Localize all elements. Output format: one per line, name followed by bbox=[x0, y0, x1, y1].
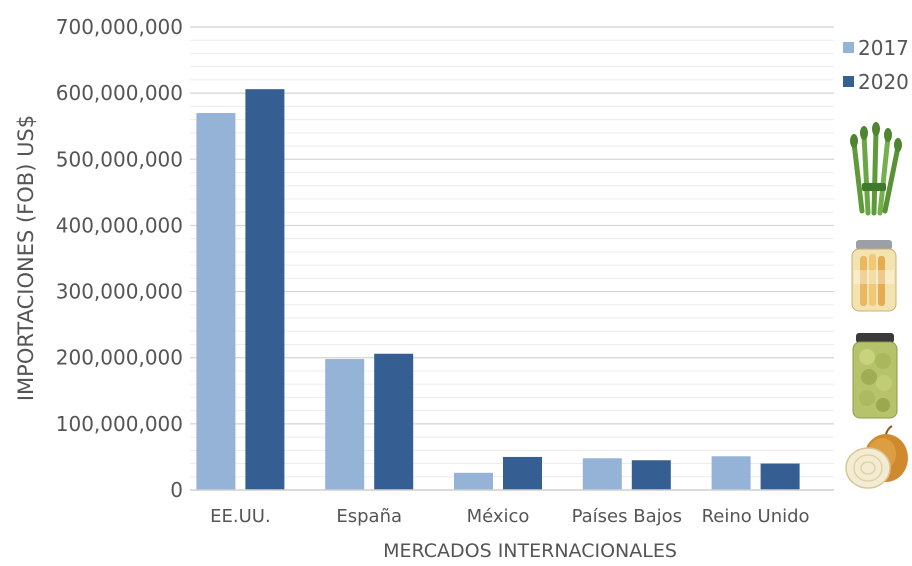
bar-2017 bbox=[582, 458, 622, 490]
y-tick-label: 200,000,000 bbox=[56, 346, 183, 370]
bars bbox=[196, 89, 800, 490]
bar-2020 bbox=[374, 353, 414, 490]
x-tick-label: México bbox=[467, 506, 530, 527]
bar-2017 bbox=[454, 472, 493, 490]
x-tick-label: Reino Unido bbox=[702, 506, 810, 527]
legend-label: 2020 bbox=[858, 70, 909, 94]
y-tick-label: 500,000,000 bbox=[56, 147, 183, 171]
onion-icon bbox=[845, 425, 908, 489]
y-tick-label: 600,000,000 bbox=[56, 81, 183, 105]
bar-2017 bbox=[196, 112, 236, 490]
y-tick-label: 300,000,000 bbox=[56, 280, 183, 304]
asparagus-bundle-icon bbox=[850, 122, 902, 216]
y-tick-label: 0 bbox=[170, 478, 183, 502]
legend-label: 2017 bbox=[858, 36, 909, 60]
y-axis-ticks: 0 100,000,000 200,000,000 300,000,000 400,00… bbox=[56, 15, 183, 502]
x-axis-label: MERCADOS INTERNACIONALES bbox=[383, 540, 677, 562]
bar-2020 bbox=[760, 463, 800, 490]
legend-swatch bbox=[843, 42, 854, 53]
x-tick-label: España bbox=[336, 506, 402, 527]
asparagus-jar-icon bbox=[851, 240, 897, 312]
x-tick-label: Países Bajos bbox=[572, 506, 682, 527]
bar-2020 bbox=[503, 456, 542, 490]
legend: 2017 2020 bbox=[843, 36, 909, 94]
y-tick-label: 400,000,000 bbox=[56, 213, 183, 237]
bar-2020 bbox=[245, 89, 285, 490]
y-tick-label: 700,000,000 bbox=[56, 15, 183, 39]
bar-2017 bbox=[711, 456, 751, 490]
legend-swatch bbox=[843, 76, 854, 87]
artichoke-jar-icon bbox=[852, 333, 898, 419]
x-tick-label: EE.UU. bbox=[210, 506, 271, 527]
bar-2017 bbox=[325, 359, 365, 490]
bar-2020 bbox=[631, 460, 671, 490]
y-tick-label: 100,000,000 bbox=[56, 412, 183, 436]
grid-lines bbox=[190, 26, 834, 478]
y-axis-label: IMPORTACIONES (FOB) US$ bbox=[14, 115, 38, 401]
x-axis-ticks: EE.UU. España México Países Bajos Reino Unid… bbox=[210, 506, 809, 527]
